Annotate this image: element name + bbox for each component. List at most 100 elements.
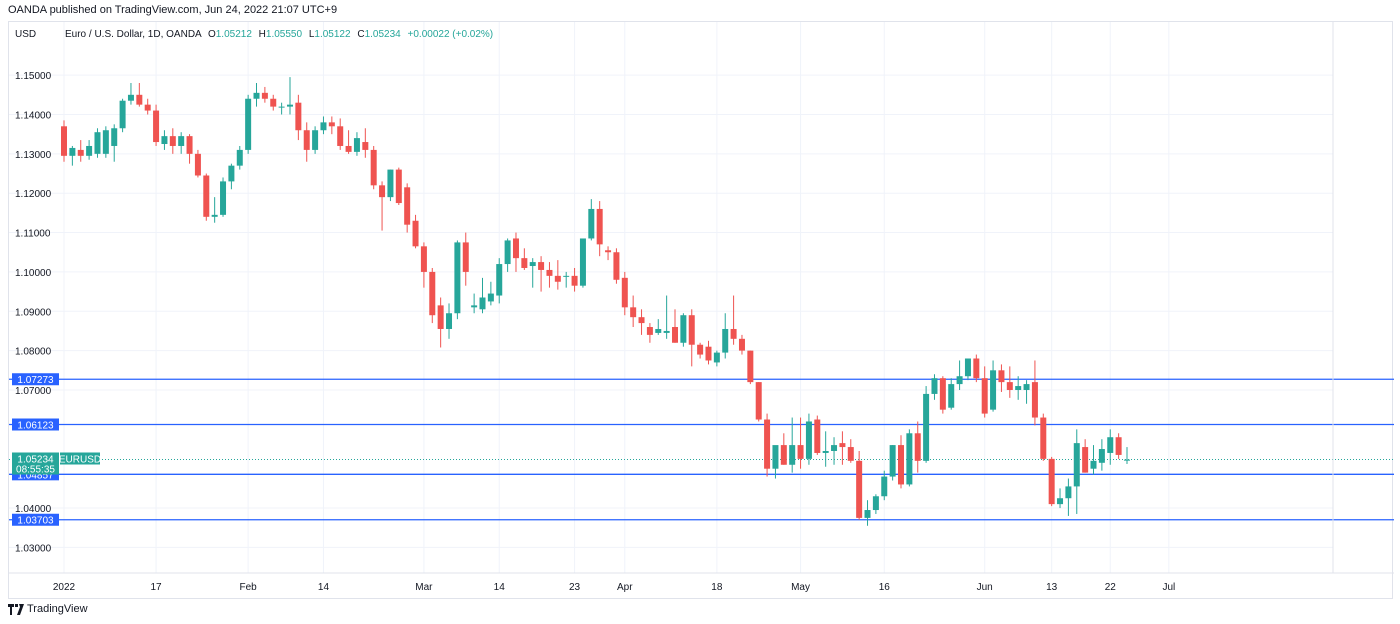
candle xyxy=(119,98,126,133)
ohlc-legend: Euro / U.S. Dollar, 1D, OANDA O1.05212 H… xyxy=(65,29,493,40)
candle-body xyxy=(680,315,687,343)
candle-body xyxy=(546,269,553,276)
candle xyxy=(521,248,528,270)
close-value: 1.05234 xyxy=(365,29,402,40)
candle xyxy=(228,163,235,190)
x-tick-label: Mar xyxy=(415,582,433,593)
candlestick-chart[interactable]: 1.15000 1.14000 1.13000 1.12000 1.11000 1.100… xyxy=(9,22,1394,600)
price-axis[interactable]: 1.15000 1.14000 1.13000 1.12000 1.11000 1.100… xyxy=(15,71,52,554)
candle-body xyxy=(127,94,134,101)
candle-body xyxy=(261,92,268,99)
candle-body xyxy=(496,264,503,296)
symbol-title: Euro / U.S. Dollar, 1D, OANDA xyxy=(65,29,202,40)
candle-body xyxy=(831,445,838,451)
candle-body xyxy=(789,445,796,465)
candle xyxy=(362,128,369,158)
candle xyxy=(1048,456,1055,507)
candle xyxy=(697,342,704,359)
candle xyxy=(931,374,938,400)
x-tick-label: 17 xyxy=(151,582,163,593)
candle xyxy=(86,140,93,160)
candle xyxy=(1107,429,1114,465)
candle xyxy=(77,140,84,162)
candle-body xyxy=(245,98,252,150)
candle xyxy=(136,83,143,107)
candle xyxy=(496,258,503,304)
candle xyxy=(613,248,620,284)
candle xyxy=(1123,447,1130,464)
candle xyxy=(253,83,260,107)
candle-body xyxy=(596,208,603,245)
price-labels-layer: 1.07273 1.06123 1.04857 1.03703 1.0523408:55… xyxy=(12,373,101,527)
candle xyxy=(914,421,921,473)
footer: TradingView xyxy=(8,603,88,615)
candle xyxy=(747,350,754,385)
candle xyxy=(797,417,804,469)
candle xyxy=(563,271,570,288)
candle xyxy=(286,77,293,115)
x-tick-label: 23 xyxy=(569,582,581,593)
candle xyxy=(839,431,846,465)
y-tick-label: 1.11000 xyxy=(15,229,51,240)
price-level-label: 1.07273 xyxy=(17,375,54,386)
candle xyxy=(688,309,695,367)
chart-frame[interactable]: 1.15000 1.14000 1.13000 1.12000 1.11000 1.100… xyxy=(8,21,1394,600)
candle xyxy=(705,340,712,365)
low-value: 1.05122 xyxy=(314,29,351,40)
x-tick-label: 13 xyxy=(1046,582,1058,593)
candle-body xyxy=(1115,437,1122,455)
candle-body xyxy=(722,328,729,353)
candle xyxy=(831,437,838,465)
candle-body xyxy=(462,242,469,272)
candle-body xyxy=(404,187,411,225)
candle-body xyxy=(521,258,528,268)
candle xyxy=(663,295,670,339)
candle-body xyxy=(211,214,218,217)
candle xyxy=(161,130,168,150)
candle xyxy=(822,431,829,467)
candle-body xyxy=(1006,382,1013,390)
candle-body xyxy=(1048,458,1055,505)
candle-body xyxy=(563,275,570,277)
candle xyxy=(186,134,193,164)
candle xyxy=(61,120,67,162)
time-axis[interactable]: 2022 17 Feb 14 Mar 14 23 Apr 18 May 16 Jun 13 22 Jul xyxy=(53,582,1175,593)
x-tick-label: 14 xyxy=(318,582,330,593)
candle xyxy=(395,167,402,206)
candle xyxy=(379,181,386,231)
candle xyxy=(1098,439,1105,471)
candle-body xyxy=(86,145,93,156)
candle xyxy=(353,132,360,156)
candle-body xyxy=(990,370,997,410)
candle-body xyxy=(379,185,386,198)
candle xyxy=(1023,380,1030,404)
x-tick-label: Apr xyxy=(617,582,633,593)
x-tick-label: 18 xyxy=(711,582,723,593)
candle xyxy=(429,267,436,324)
candle-body xyxy=(780,445,787,465)
candle-body xyxy=(605,250,612,253)
candle xyxy=(1040,413,1047,461)
candle-body xyxy=(688,315,695,345)
candle-body xyxy=(923,393,930,461)
candle xyxy=(805,413,812,465)
candle-body xyxy=(429,271,436,316)
candle-body xyxy=(420,246,427,272)
candle xyxy=(261,86,268,103)
price-level-label: 1.06123 xyxy=(17,421,54,432)
current-price-label-bg xyxy=(12,452,59,475)
candle-body xyxy=(1090,460,1097,469)
candle xyxy=(605,246,612,261)
y-tick-label: 1.12000 xyxy=(15,189,52,200)
candle xyxy=(948,378,955,410)
candle-body xyxy=(1040,417,1047,459)
candles-layer xyxy=(61,77,1130,526)
candle xyxy=(881,470,888,501)
candle xyxy=(1073,429,1080,514)
candle xyxy=(345,130,352,154)
candle xyxy=(939,376,946,414)
candle xyxy=(236,145,243,170)
candle-body xyxy=(1098,449,1105,463)
currency-label: USD xyxy=(15,29,36,40)
horizontal-lines-layer xyxy=(9,378,1394,521)
